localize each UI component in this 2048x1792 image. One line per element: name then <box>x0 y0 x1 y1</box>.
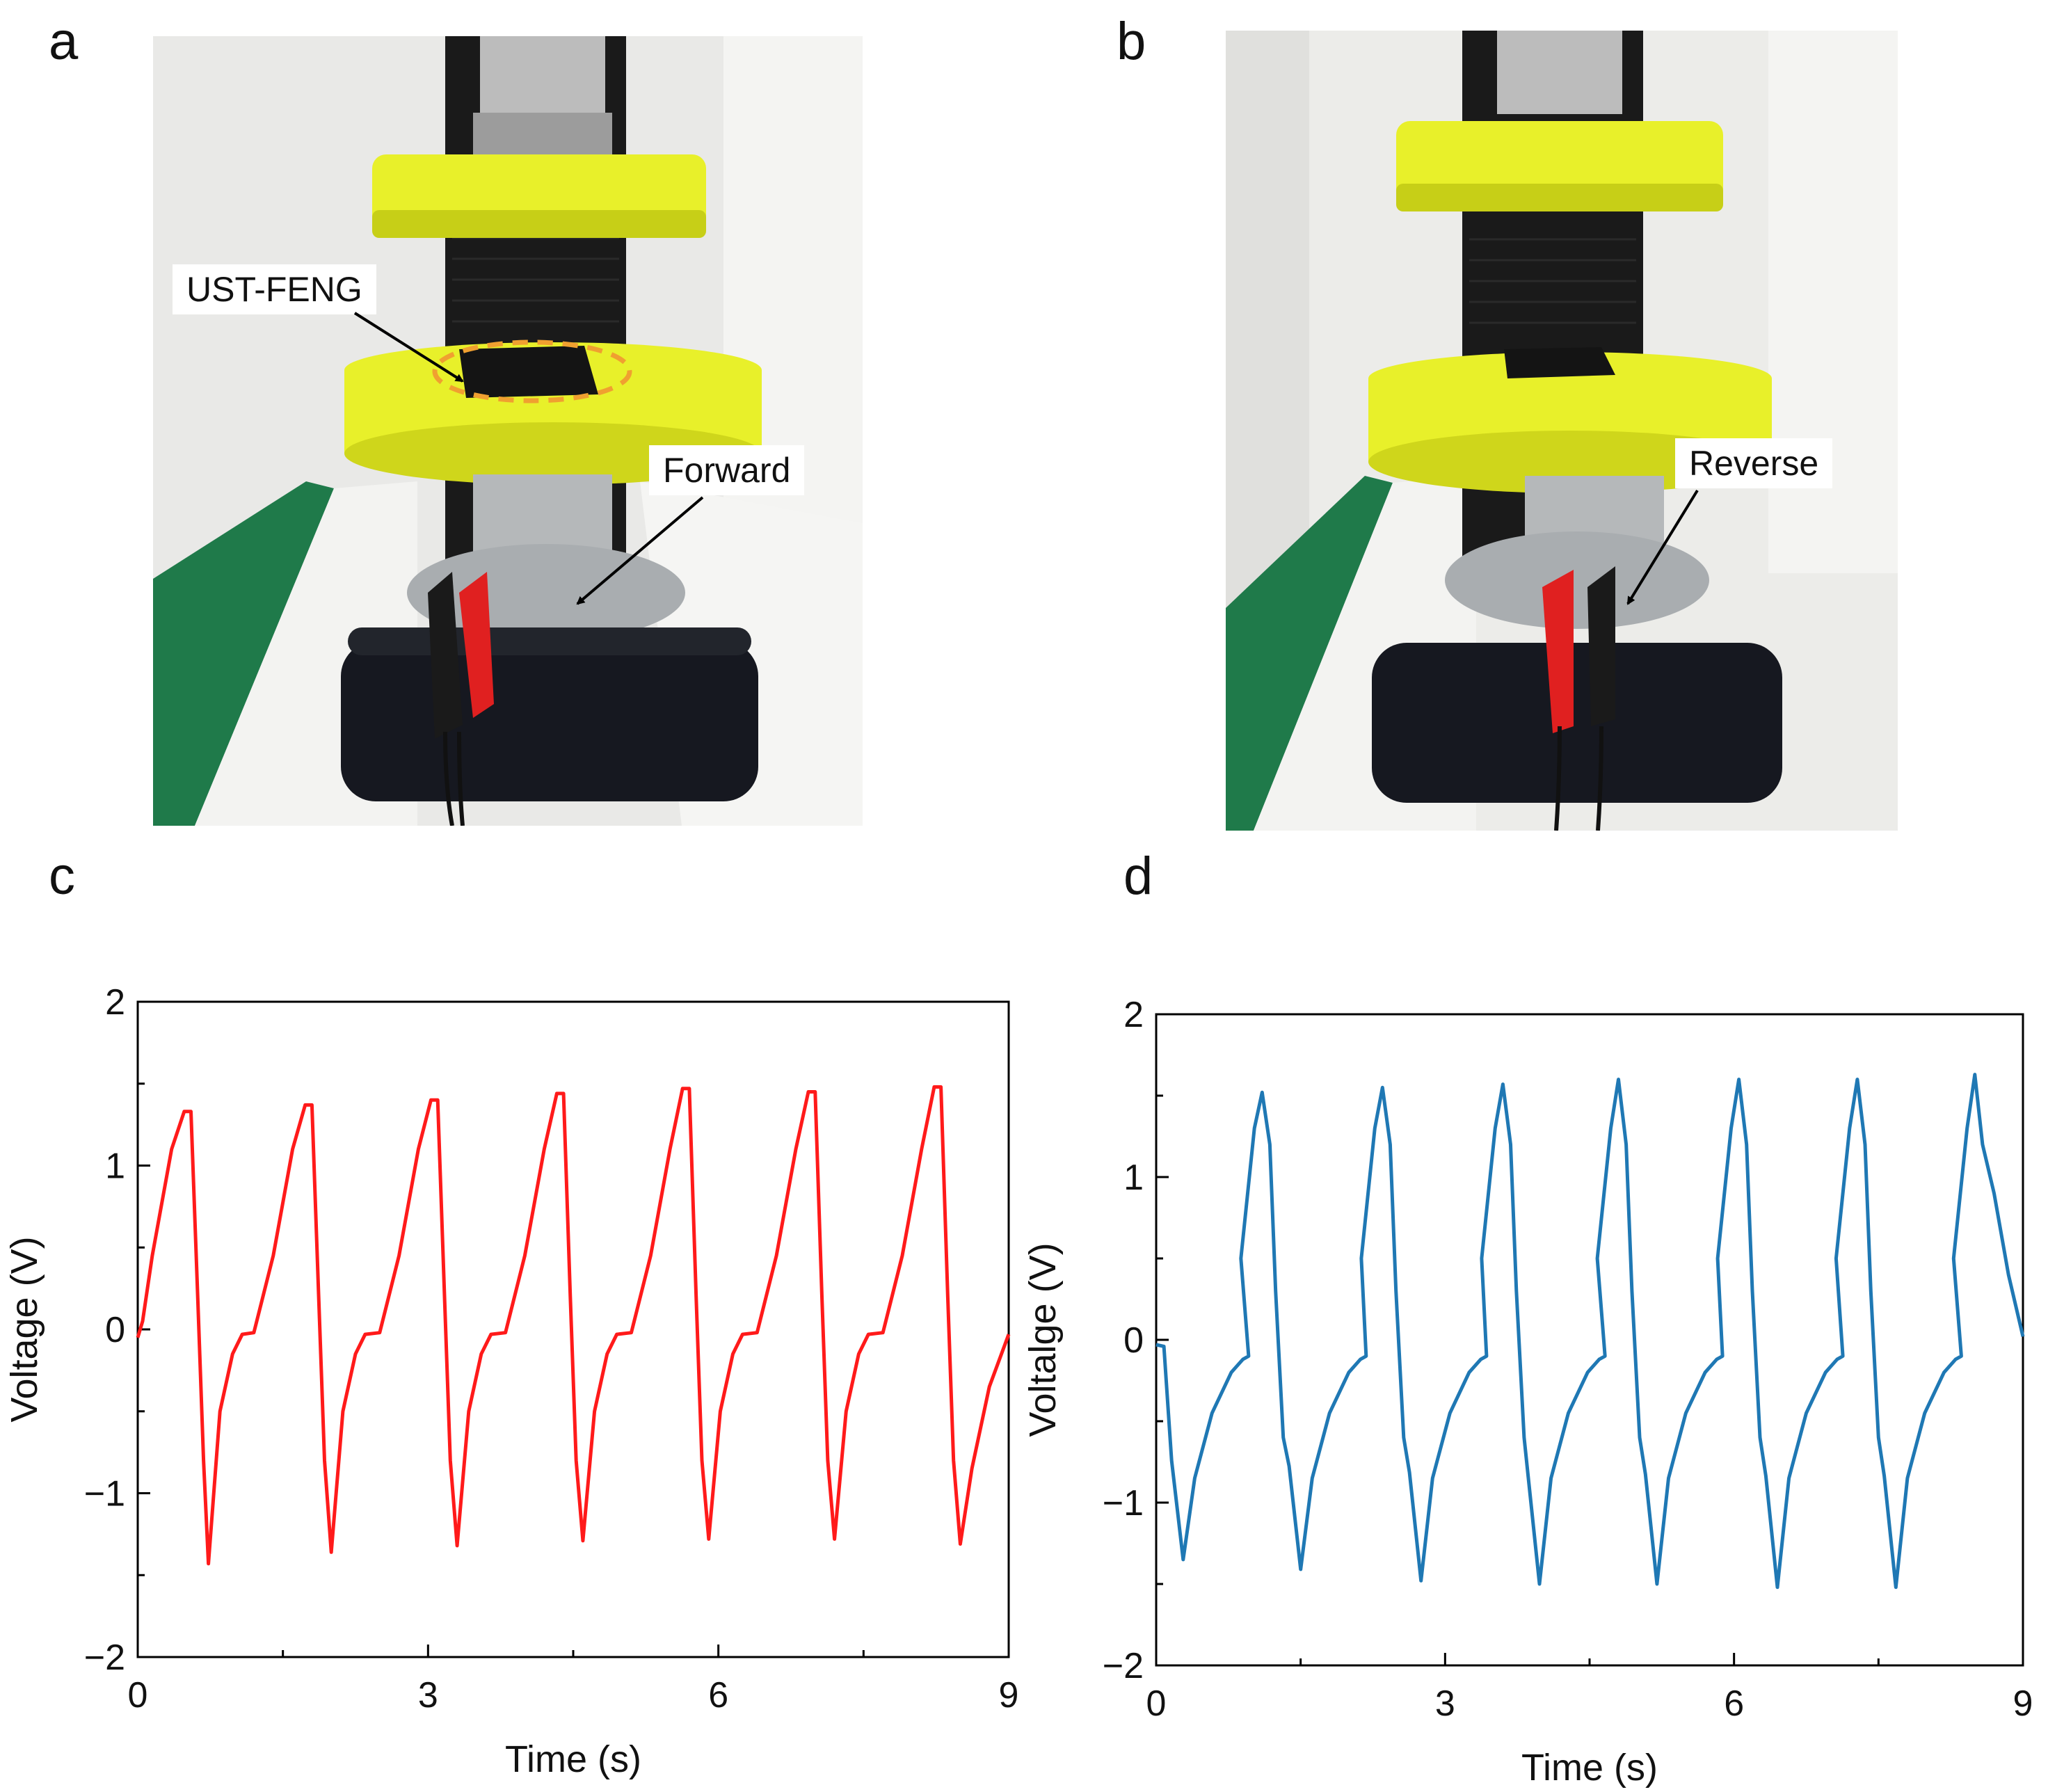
x-tick-label: 0 <box>1146 1683 1167 1724</box>
y-tick-label: 1 <box>1123 1158 1144 1198</box>
x-tick-label: 3 <box>1435 1683 1455 1724</box>
panel-letter-d: d <box>1123 847 1153 906</box>
y-axis-label: Voltage (V) <box>3 1236 45 1422</box>
panel-letter-a: a <box>49 12 79 71</box>
arrow-ust-feng <box>353 312 464 383</box>
photo-forward-illustration <box>153 36 863 826</box>
arrow-forward <box>576 496 704 605</box>
x-axis-label: Time (s) <box>1521 1747 1658 1789</box>
callout-ust-feng: UST-FENG <box>173 264 376 314</box>
callout-forward: Forward <box>649 445 805 495</box>
y-tick-label: −1 <box>84 1474 125 1514</box>
x-tick-label: 3 <box>418 1675 438 1715</box>
y-axis-label: Voltalge (V) <box>1022 1242 1064 1437</box>
y-tick-label: 2 <box>1123 995 1144 1035</box>
x-tick-label: 0 <box>128 1675 148 1715</box>
y-tick-label: 1 <box>105 1146 125 1187</box>
y-tick-label: 0 <box>1123 1320 1144 1361</box>
x-tick-label: 9 <box>2013 1683 2033 1724</box>
x-axis-label: Time (s) <box>505 1738 641 1780</box>
y-tick-label: 2 <box>105 982 125 1023</box>
photo-forward-setup <box>153 36 863 826</box>
panel-letter-b: b <box>1117 12 1146 71</box>
y-tick-label: −2 <box>84 1638 125 1678</box>
photo-reverse-setup <box>1226 31 1898 831</box>
callout-reverse: Reverse <box>1675 438 1833 488</box>
x-tick-label: 9 <box>999 1675 1019 1715</box>
x-tick-label: 6 <box>1724 1683 1744 1724</box>
x-tick-label: 6 <box>708 1675 728 1715</box>
series-line-forward <box>136 1085 1011 1566</box>
y-tick-label: −1 <box>1103 1483 1144 1523</box>
photo-reverse-illustration <box>1226 31 1898 831</box>
y-tick-label: 0 <box>105 1310 125 1350</box>
panel-letter-c: c <box>49 847 75 906</box>
series-line-reverse <box>1155 1073 2025 1590</box>
y-tick-label: −2 <box>1103 1646 1144 1686</box>
arrow-reverse <box>1626 489 1699 605</box>
